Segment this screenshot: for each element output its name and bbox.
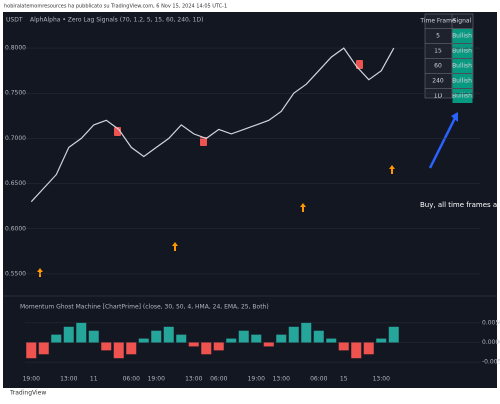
histogram-bar — [313, 330, 324, 343]
y-tick-label: 0.7500 — [5, 90, 26, 97]
y-tick-label: 0.6500 — [5, 180, 26, 187]
x-tick-label: 13:00 — [373, 376, 390, 383]
buy-arrow — [37, 268, 43, 277]
annotation: Buy, all time frames agree — [420, 201, 500, 209]
histogram-bar — [251, 334, 262, 343]
sell-flag — [356, 60, 363, 69]
histogram-bar — [263, 342, 274, 347]
histogram-bar — [213, 342, 224, 351]
histogram-bar — [238, 330, 249, 343]
x-tick-label: 11 — [90, 376, 98, 383]
buy-arrow — [172, 242, 178, 251]
histogram-bar — [38, 342, 49, 355]
time-frame: 15 — [434, 48, 442, 55]
histogram-bar — [363, 342, 374, 355]
oscillator-title: Momentum Ghost Machine [ChartPrime] (clo… — [20, 304, 269, 311]
histogram-bar — [76, 322, 87, 343]
histogram-bar — [51, 334, 62, 343]
x-tick-label: 06:00 — [123, 376, 140, 383]
x-tick-label: 13:00 — [60, 376, 77, 383]
signal: Bullish — [452, 63, 472, 70]
publisher: hobiralatemomresources ha pubblicato su … — [4, 4, 227, 10]
footer: TradingView — [9, 390, 46, 397]
x-tick-label: 19:00 — [23, 376, 40, 383]
signal: Bullish — [452, 48, 472, 55]
histogram-bar — [376, 338, 387, 343]
histogram-bar — [288, 326, 299, 343]
signal: Bullish — [452, 33, 472, 40]
annotation-arrow — [428, 117, 457, 169]
x-tick-label: 19:00 — [248, 376, 265, 383]
histogram-bar — [226, 338, 237, 343]
time-frame: 60 — [434, 63, 442, 70]
histogram-bar — [151, 330, 162, 343]
histogram-bar — [351, 342, 362, 359]
indicator-title: AlphAlpha • Zero Lag Signals (70, 1.2, 5… — [30, 17, 203, 24]
histogram-bar — [338, 342, 349, 351]
signal-cell — [452, 29, 473, 43]
signal-table: Time Frame Signal 5 Bullish 15 Bullish 60 Bul… — [419, 13, 474, 103]
time-frame: 5 — [436, 33, 440, 40]
y-tick-label: 0.7000 — [5, 135, 26, 142]
x-tick-label: 19:00 — [148, 376, 165, 383]
histogram-bar — [301, 322, 312, 343]
histogram-bar — [201, 342, 212, 355]
histogram-bar — [26, 342, 37, 359]
symbol: USDT — [6, 17, 23, 24]
histogram-bar — [113, 342, 124, 359]
time-frame: 240 — [432, 78, 444, 85]
x-tick-label: 15 — [340, 376, 348, 383]
time-frame: 1D — [434, 93, 443, 100]
histogram-bar — [176, 334, 187, 343]
signal: Bullish — [452, 93, 472, 100]
histogram-bar — [388, 326, 399, 343]
histogram-bar — [188, 342, 199, 347]
histogram-bar — [276, 334, 287, 343]
buy-arrow — [389, 165, 395, 174]
table-header: Time Frame — [419, 18, 456, 25]
x-tick-label: 06:00 — [210, 376, 227, 383]
x-tick-label: 06:00 — [310, 376, 327, 383]
y-tick-label: 0.8000 — [5, 45, 26, 52]
histogram-bar — [326, 338, 337, 343]
histogram-bar — [88, 330, 99, 343]
y-tick-label: 0.5500 — [5, 270, 26, 277]
signal-cell — [452, 89, 473, 103]
x-tick-label: 13:00 — [273, 376, 290, 383]
y-tick-label: 0.6000 — [5, 225, 26, 232]
histogram-bar — [138, 338, 149, 343]
price-line — [30, 47, 395, 203]
signal-cell — [452, 44, 473, 58]
histogram-bar — [126, 342, 137, 355]
x-tick-label: 13:00 — [185, 376, 202, 383]
histogram-bar — [101, 342, 112, 351]
table-header: Signal — [453, 18, 472, 25]
buy-arrow — [300, 203, 306, 212]
sell-flag — [200, 137, 207, 146]
histogram-bar — [163, 326, 174, 343]
signal-cell — [452, 74, 473, 88]
signal-cell — [452, 59, 473, 73]
histogram-bar — [63, 326, 74, 343]
annotation-arrowhead — [451, 112, 458, 122]
signal: Bullish — [452, 78, 472, 85]
